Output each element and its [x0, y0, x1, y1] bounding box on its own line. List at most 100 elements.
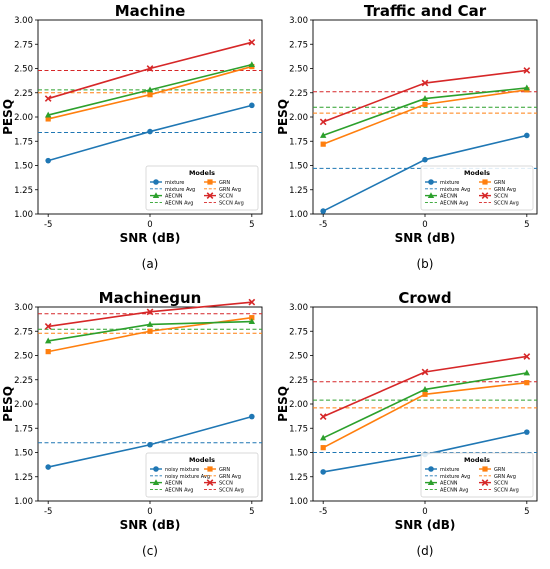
data-point: [320, 141, 326, 147]
data-point: [421, 79, 429, 87]
legend-label: AECNN: [165, 481, 183, 487]
legend-label: AECNN Avg: [440, 487, 468, 493]
legend-marker: [153, 179, 159, 185]
chart-title: Traffic and Car: [364, 2, 487, 20]
x-tick-label: -5: [319, 507, 327, 517]
x-tick-label: 0: [147, 220, 152, 230]
legend-marker: [428, 179, 434, 185]
y-tick-label: 2.25: [289, 89, 308, 99]
data-point: [319, 118, 327, 126]
data-point: [523, 369, 531, 376]
legend-label: mixture: [440, 467, 459, 473]
y-tick-label: 1.25: [14, 186, 33, 196]
legend-title: Models: [189, 456, 215, 464]
legend-title: Models: [464, 456, 490, 464]
legend-label: AECNN Avg: [440, 200, 468, 206]
legend-marker: [428, 466, 434, 472]
y-tick-label: 3.00: [289, 303, 308, 313]
legend-label: GRN: [219, 180, 230, 186]
data-point: [248, 61, 256, 68]
chart-title: Machinegun: [99, 289, 202, 307]
y-tick-label: 3.00: [289, 16, 308, 26]
data-point: [45, 349, 51, 355]
x-axis-label: SNR (dB): [395, 518, 456, 532]
legend-label: AECNN Avg: [165, 487, 193, 493]
legend-label: SCCN: [494, 481, 508, 487]
legend-box: [420, 165, 534, 211]
legend-label: noisy mixture Avg: [165, 474, 210, 480]
legend-marker: [481, 479, 489, 486]
y-tick-label: 1.50: [14, 449, 33, 459]
data-point: [147, 328, 153, 334]
data-point: [146, 321, 154, 327]
y-tick-label: 2.25: [14, 376, 33, 386]
x-tick-label: 0: [422, 220, 427, 230]
x-tick-label: 5: [249, 220, 254, 230]
data-point: [319, 434, 327, 441]
data-point: [44, 337, 52, 344]
x-tick-label: 5: [524, 507, 529, 517]
data-point: [421, 368, 429, 376]
data-point: [248, 298, 256, 306]
legend-label: mixture Avg: [165, 187, 195, 193]
y-axis-label: PESQ: [276, 386, 290, 422]
legend-label: SCCN Avg: [494, 487, 519, 493]
legend-marker: [482, 466, 488, 472]
data-point: [248, 38, 256, 46]
data-point: [523, 67, 531, 74]
data-point: [524, 429, 530, 435]
data-point: [319, 413, 327, 420]
legend-marker: [206, 479, 214, 486]
data-point: [320, 445, 326, 451]
x-tick-label: -5: [44, 507, 52, 517]
y-tick-label: 1.50: [289, 162, 308, 172]
legend-marker: [482, 179, 488, 185]
y-tick-label: 2.00: [289, 113, 308, 123]
y-tick-label: 1.50: [289, 449, 308, 459]
chart-panel-4: Crowd 1.00 1.25 1.50 1.75 2.00 2.25 2.50 2.75 3.0…: [276, 289, 538, 558]
y-tick-label: 1.00: [14, 497, 33, 507]
y-tick-label: 1.50: [14, 162, 33, 172]
y-tick-label: 2.00: [14, 113, 33, 123]
legend-title: Models: [464, 169, 490, 177]
data-point: [45, 157, 51, 164]
legend-title: Models: [189, 169, 215, 177]
legend-marker: [427, 192, 435, 198]
data-point: [422, 391, 428, 397]
legend-label: noisy mixture: [165, 467, 199, 473]
y-axis-label: PESQ: [276, 99, 290, 135]
y-tick-label: 1.75: [289, 137, 308, 147]
data-point: [44, 323, 52, 330]
legend-label: AECNN: [440, 481, 458, 487]
data-point: [319, 132, 327, 138]
data-point: [44, 111, 52, 118]
y-tick-label: 2.25: [289, 376, 308, 386]
data-point: [320, 208, 326, 214]
legend-label: AECNN Avg: [165, 200, 193, 206]
data-point: [249, 413, 255, 420]
y-tick-label: 1.25: [289, 186, 308, 196]
y-tick-label: 2.75: [289, 327, 308, 337]
y-tick-label: 2.75: [289, 40, 308, 50]
data-point: [146, 65, 154, 72]
legend-label: GRN: [494, 467, 505, 473]
y-tick-label: 1.25: [289, 473, 308, 483]
y-tick-label: 1.75: [14, 424, 33, 434]
legend-label: AECNN: [440, 194, 458, 200]
data-point: [421, 386, 429, 392]
chart-panel-1: Machine 1.00 1.25 1.50 1.75 2.00 2.25 2.50 2.75 3…: [1, 2, 263, 271]
data-point: [421, 95, 429, 101]
chart-caption: (d): [417, 544, 434, 558]
legend-label: mixture Avg: [440, 474, 470, 480]
data-point: [44, 95, 52, 102]
x-tick-label: 5: [249, 507, 254, 517]
y-tick-label: 1.00: [289, 497, 308, 507]
legend-marker: [153, 466, 159, 472]
legend-box: [420, 452, 534, 498]
y-axis-label: PESQ: [1, 386, 15, 422]
legend-label: SCCN: [219, 481, 233, 487]
legend-label: GRN Avg: [494, 474, 516, 480]
